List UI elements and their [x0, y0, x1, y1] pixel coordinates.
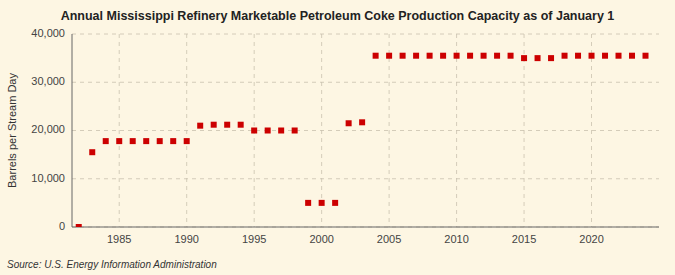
- x-tick-label: 1990: [174, 233, 198, 245]
- x-tick-label: 1985: [107, 233, 131, 245]
- point: [89, 149, 95, 155]
- point: [305, 200, 311, 206]
- y-axis-line: [72, 34, 73, 227]
- point: [494, 53, 500, 59]
- y-tick-label: 20,000: [31, 123, 65, 135]
- point: [373, 53, 379, 59]
- y-grid-line: [72, 227, 659, 228]
- point: [481, 53, 487, 59]
- point: [440, 53, 446, 59]
- background: [0, 0, 675, 275]
- chart: 0 10,000 20,000 30,000 40,000 1985 1990 1995 200…: [0, 0, 675, 275]
- point: [467, 53, 473, 59]
- point: [332, 200, 338, 206]
- y-grid-line: [72, 34, 659, 35]
- points: [76, 53, 649, 227]
- point: [238, 122, 244, 128]
- x-grid-line: [321, 34, 322, 227]
- point: [278, 128, 284, 134]
- x-tick-label: 2015: [512, 233, 536, 245]
- title: Annual Mississippi Refinery Marketable P…: [61, 9, 615, 23]
- point: [602, 53, 608, 59]
- x-tick-label: 2020: [579, 233, 603, 245]
- y-tick-label: 0: [59, 220, 65, 232]
- point: [251, 128, 257, 134]
- point: [589, 53, 595, 59]
- point: [265, 128, 271, 134]
- point: [116, 138, 122, 144]
- point: [76, 224, 82, 227]
- y-grid-line: [72, 130, 659, 131]
- point: [616, 53, 622, 59]
- point: [413, 53, 419, 59]
- point: [319, 200, 325, 206]
- point: [629, 53, 635, 59]
- x-grid-line: [456, 34, 457, 227]
- point: [535, 55, 541, 61]
- x-grid-line: [389, 34, 390, 227]
- point: [157, 138, 163, 144]
- point: [197, 123, 203, 129]
- point: [130, 138, 136, 144]
- point: [562, 53, 568, 59]
- y-tick-label: 40,000: [31, 27, 65, 39]
- x-tick-label: 1995: [242, 233, 266, 245]
- x-tick-label: 2000: [309, 233, 333, 245]
- annotation: Source: U.S. Energy Information Administ…: [7, 259, 217, 270]
- point: [400, 53, 406, 59]
- point: [224, 122, 230, 128]
- point: [292, 128, 298, 134]
- point: [575, 53, 581, 59]
- point: [521, 55, 527, 61]
- point: [359, 119, 365, 125]
- point: [454, 53, 460, 59]
- x-grid-line: [591, 34, 592, 227]
- point: [643, 53, 649, 59]
- point: [211, 122, 217, 128]
- axes: 0 10,000 20,000 30,000 40,000 1985 1990 1995 200…: [31, 27, 659, 245]
- point: [170, 138, 176, 144]
- y-grid-line: [72, 178, 659, 179]
- page: {"chart_data": { "type": "scatter", "tit…: [0, 0, 675, 275]
- x-axis-line: [72, 227, 659, 228]
- grid: [72, 34, 659, 227]
- point: [548, 55, 554, 61]
- x-grid-line: [524, 34, 525, 227]
- y-tick-label: 30,000: [31, 75, 65, 87]
- point: [386, 53, 392, 59]
- point: [184, 138, 190, 144]
- point: [427, 53, 433, 59]
- x-tick-label: 2010: [444, 233, 468, 245]
- x-grid-line: [186, 34, 187, 227]
- x-grid-line: [119, 34, 120, 227]
- x-tick-label: 2005: [377, 233, 401, 245]
- point: [508, 53, 514, 59]
- point: [346, 120, 352, 126]
- y-axis-label: Barrels per Stream Day: [6, 73, 18, 188]
- point: [143, 138, 149, 144]
- point: [103, 138, 109, 144]
- y-grid-line: [72, 82, 659, 83]
- y-tick-label: 10,000: [31, 172, 65, 184]
